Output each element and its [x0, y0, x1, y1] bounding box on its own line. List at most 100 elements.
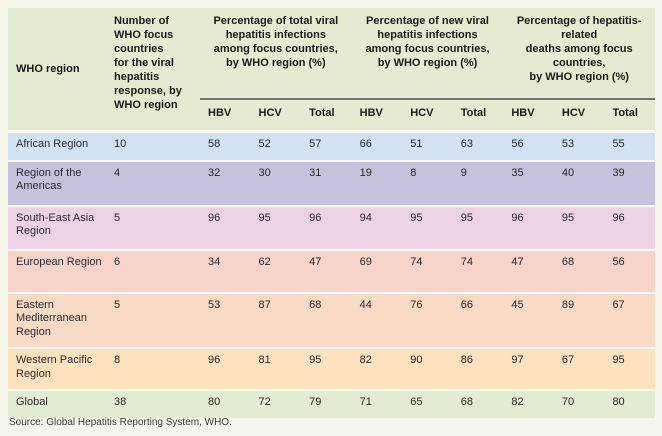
value-cell: 96	[208, 354, 221, 366]
value-cell: 47	[309, 255, 322, 268]
table-row: European Region 6 34 62 47 69 74 74 47 68 56	[8, 248, 655, 292]
table-row: Global 38 80 72 79 71 65 68 82 70 80	[8, 389, 655, 418]
col-header-focus-countries: Number of WHO focus countries for the vi…	[114, 15, 182, 111]
value-cell: 87	[258, 298, 271, 311]
value-cell: 82	[359, 354, 372, 366]
count-cell: 5	[114, 298, 121, 311]
subheader-hcv: HCV	[410, 107, 434, 119]
value-cell: 82	[511, 396, 524, 408]
value-cell: 90	[410, 354, 423, 366]
value-cell: 53	[208, 298, 221, 311]
region-cell: Global	[16, 396, 48, 408]
region-cell: Region of the Americas	[16, 166, 82, 193]
subheader-total: Total	[612, 107, 638, 119]
value-cell: 96	[511, 211, 524, 224]
value-cell: 57	[309, 138, 322, 150]
value-cell: 95	[258, 211, 271, 224]
value-cell: 52	[258, 138, 271, 150]
value-cell: 32	[208, 166, 221, 179]
count-cell: 4	[114, 166, 121, 179]
table-header: WHO region Number of WHO focus countries…	[8, 8, 655, 130]
count-cell: 8	[114, 354, 121, 366]
subheader-hcv: HCV	[561, 107, 586, 119]
value-cell: 76	[410, 298, 423, 311]
value-cell: 95	[561, 211, 575, 224]
region-cell: Western Pacific Region	[16, 354, 93, 380]
table-body: African Region 10 58 52 57 66 51 63 56 53 55 Region…	[8, 130, 655, 418]
value-cell: 51	[410, 138, 423, 150]
subheader-hbv: HBV	[208, 107, 232, 119]
value-cell: 81	[258, 354, 271, 366]
value-cell: 62	[258, 255, 271, 268]
value-cell: 86	[460, 354, 474, 366]
value-cell: 67	[561, 354, 575, 366]
value-cell: 95	[612, 354, 625, 366]
value-cell: 47	[511, 255, 524, 268]
region-cell: African Region	[16, 138, 89, 150]
value-cell: 45	[511, 298, 524, 311]
value-cell: 55	[612, 138, 625, 150]
table-row: Eastern Mediterranean Region 5 53 87 68 44 76 6…	[8, 291, 655, 347]
count-cell: 10	[114, 138, 127, 150]
value-cell: 74	[410, 255, 423, 268]
value-cell: 95	[460, 211, 474, 224]
source-note: Source: Global Hepatitis Reporting Syste…	[9, 417, 232, 428]
table-row: Region of the Americas 4 32 30 31 19 8 9 35 40 39	[8, 159, 655, 205]
value-cell: 80	[208, 396, 221, 408]
value-cell: 58	[208, 138, 221, 150]
value-cell: 30	[258, 166, 271, 179]
value-cell: 66	[460, 298, 474, 311]
subheader-hbv: HBV	[511, 107, 535, 119]
value-cell: 63	[460, 138, 474, 150]
value-cell: 97	[511, 354, 524, 366]
value-cell: 94	[359, 211, 372, 224]
region-cell: Eastern Mediterranean Region	[16, 298, 87, 338]
value-cell: 79	[309, 396, 322, 408]
value-cell: 44	[359, 298, 372, 311]
value-cell: 68	[561, 255, 575, 268]
value-cell: 66	[359, 138, 372, 150]
hepatitis-table: WHO region Number of WHO focus countries…	[8, 8, 655, 418]
value-cell: 72	[258, 396, 271, 408]
value-cell: 34	[208, 255, 221, 268]
subheader-hbv: HBV	[359, 107, 383, 119]
value-cell: 96	[612, 211, 625, 224]
value-cell: 96	[208, 211, 221, 224]
table-row: African Region 10 58 52 57 66 51 63 56 53 55	[8, 130, 655, 160]
value-cell: 68	[460, 396, 474, 408]
region-cell: South-East Asia Region	[16, 211, 95, 238]
count-cell: 6	[114, 255, 121, 268]
value-cell: 9	[460, 166, 467, 179]
subheader-hcv: HCV	[258, 107, 282, 119]
value-cell: 95	[309, 354, 322, 366]
value-cell: 96	[309, 211, 322, 224]
value-cell: 74	[460, 255, 474, 268]
value-cell: 68	[309, 298, 322, 311]
value-cell: 19	[359, 166, 372, 179]
value-cell: 69	[359, 255, 372, 268]
col-header-who-region: WHO region	[16, 63, 80, 75]
subheader-row: HBV HCV Total HBV HCV Total HBV HCV Tota…	[200, 98, 655, 130]
value-cell: 71	[359, 396, 372, 408]
group-header-total-infections: Percentage of total viral hepatitis infe…	[213, 15, 339, 69]
value-cell: 80	[612, 396, 625, 408]
count-cell: 5	[114, 211, 121, 224]
value-cell: 53	[561, 138, 575, 150]
region-cell: European Region	[16, 255, 102, 268]
count-cell: 38	[114, 396, 127, 408]
value-cell: 35	[511, 166, 524, 179]
value-cell: 67	[612, 298, 625, 311]
subheader-total: Total	[309, 107, 335, 119]
value-cell: 95	[410, 211, 423, 224]
table-row: South-East Asia Region 5 96 95 96 94 95 95 96 95 9…	[8, 204, 655, 249]
value-cell: 8	[410, 166, 417, 179]
group-header-new-infections: Percentage of new viral hepatitis infect…	[365, 15, 490, 69]
value-cell: 56	[511, 138, 524, 150]
subheader-total: Total	[460, 107, 487, 119]
value-cell: 40	[561, 166, 575, 179]
group-header-deaths: Percentage of hepatitis- related deaths …	[516, 15, 642, 83]
value-cell: 70	[561, 396, 575, 408]
value-cell: 31	[309, 166, 322, 179]
table-row: Western Pacific Region 8 96 81 95 82 90 86 97 67 9…	[8, 347, 655, 389]
